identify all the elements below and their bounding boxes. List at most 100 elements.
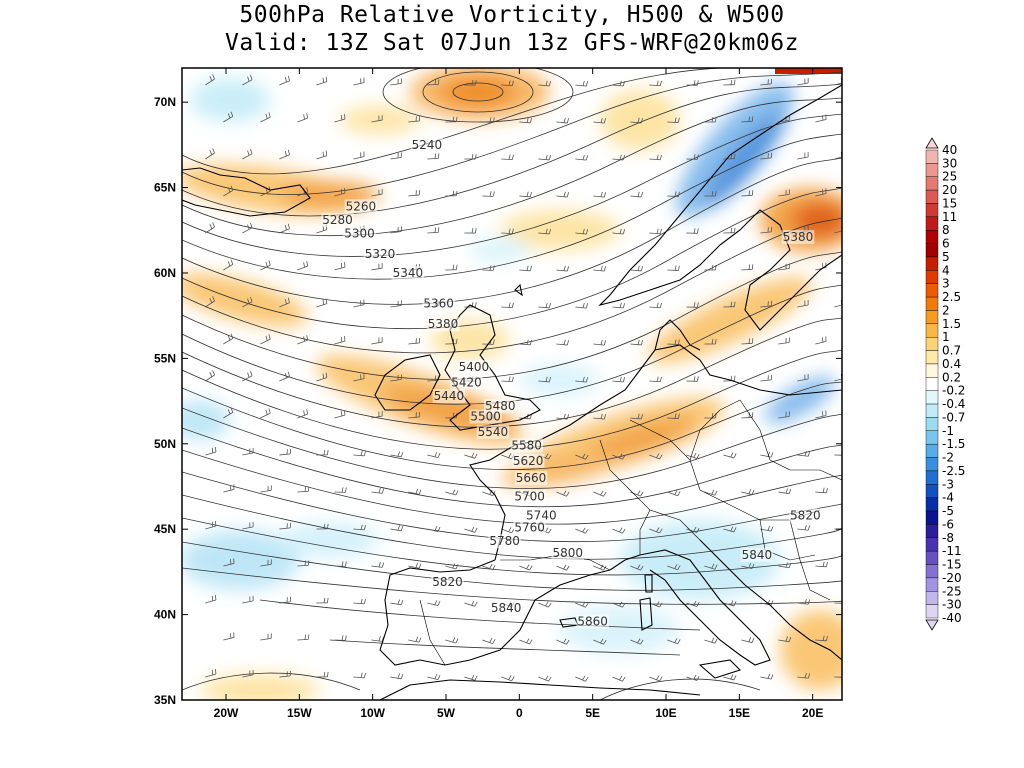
contour-label: 5380 — [428, 317, 459, 331]
wind-barb — [815, 188, 827, 197]
wind-barb — [778, 562, 792, 569]
coastline-norway — [598, 84, 842, 307]
wind-barb — [556, 490, 570, 497]
wind-barb — [704, 265, 717, 271]
contour-label: 5820 — [790, 509, 821, 523]
colorbar-swatch — [925, 256, 939, 271]
wind-barbs — [205, 74, 842, 682]
contour-label: 5820 — [432, 575, 463, 589]
colorbar-label: -5 — [942, 504, 954, 518]
wind-barb — [334, 336, 346, 345]
coastline-corsica — [644, 574, 653, 593]
colorbar-swatch — [925, 484, 939, 498]
colorbar-label: -15 — [942, 558, 962, 572]
wind-barb — [834, 601, 842, 604]
wind-barb — [316, 597, 329, 604]
wind-barb — [797, 524, 811, 531]
wind-barb — [741, 412, 754, 419]
colorbar-swatch — [925, 163, 939, 177]
colorbar-swatch — [925, 577, 939, 592]
lat-label: 45N — [154, 522, 176, 536]
wind-barb — [741, 190, 754, 197]
wind-barb — [556, 413, 570, 420]
wind-barb — [519, 117, 532, 124]
colorbar-swatch — [925, 564, 939, 579]
wind-barb — [242, 447, 254, 456]
wind-barb — [445, 116, 458, 123]
wind-barb — [316, 671, 329, 678]
wind-barb — [390, 673, 404, 680]
colorbar-swatch — [925, 337, 939, 351]
wind-barb — [667, 265, 680, 271]
wind-barb — [741, 489, 755, 495]
wind-barb — [390, 300, 402, 308]
wind-barb — [593, 265, 607, 272]
wind-barb — [334, 635, 347, 641]
wind-barb — [760, 451, 774, 458]
wind-barb — [279, 670, 292, 678]
colorbar-label: 2 — [942, 303, 950, 317]
wind-barb — [630, 490, 644, 497]
wind-barb — [797, 373, 809, 382]
coastline-sicily — [698, 659, 742, 679]
wind-barb — [778, 411, 790, 419]
colorbar-swatch — [925, 457, 939, 472]
colorbar-swatch — [925, 323, 939, 338]
coastline-france-west — [469, 439, 541, 561]
wind-barb — [464, 526, 478, 533]
wind-barb — [649, 527, 663, 534]
wind-barb — [667, 339, 680, 345]
wind-barb — [797, 151, 809, 160]
wind-barb — [242, 148, 253, 160]
wind-barb — [390, 451, 404, 458]
chart-title: 500hPa Relative Vorticity, H500 & W500 — [239, 2, 785, 28]
wind-barb — [778, 488, 792, 495]
wind-barb — [686, 452, 700, 459]
wind-barb — [408, 189, 421, 197]
wind-barb — [427, 452, 441, 459]
wind-barb — [723, 526, 737, 533]
wind-barb — [464, 600, 478, 607]
wind-barb — [760, 300, 773, 308]
wind-barb — [556, 265, 570, 272]
wind-barb — [427, 79, 440, 86]
wind-barb — [630, 191, 643, 198]
wind-barb — [279, 75, 290, 86]
colorbar-label: 1 — [942, 330, 950, 344]
wind-barb — [575, 302, 589, 309]
wind-barb — [223, 407, 234, 419]
colorbar-label: 0.4 — [942, 357, 961, 371]
wind-barb — [242, 669, 254, 678]
wind-barb — [760, 374, 773, 382]
wind-barb — [686, 154, 699, 160]
wind-barb — [778, 189, 790, 197]
wind-barb — [538, 228, 551, 235]
wind-barb — [427, 227, 440, 234]
contour-label: 5840 — [742, 548, 773, 562]
wind-barb — [778, 337, 790, 345]
wind-barb — [667, 413, 680, 419]
wind-barb — [538, 302, 551, 309]
wind-barb — [297, 335, 309, 345]
wind-barb — [612, 154, 625, 161]
colorbar-label: 4 — [942, 263, 950, 277]
wind-barb — [630, 413, 643, 420]
wind-barb — [519, 339, 532, 346]
wind-barb — [279, 448, 292, 456]
wind-barb — [316, 372, 328, 382]
colorbar-swatch — [925, 377, 939, 391]
wind-barb — [593, 117, 607, 124]
wind-barb — [390, 152, 402, 160]
wind-barb — [778, 636, 792, 643]
lon-label: 15E — [729, 706, 750, 720]
colorbar-label: -0.4 — [942, 397, 965, 411]
lat-label: 50N — [154, 437, 176, 451]
wind-barb — [223, 185, 234, 197]
wind-barb — [334, 410, 346, 419]
wind-barb — [464, 154, 477, 160]
wind-barb — [556, 191, 570, 198]
colorbar-swatch — [925, 296, 939, 311]
coastline-adriatic-balkans — [699, 539, 842, 661]
wind-barb — [815, 410, 827, 419]
